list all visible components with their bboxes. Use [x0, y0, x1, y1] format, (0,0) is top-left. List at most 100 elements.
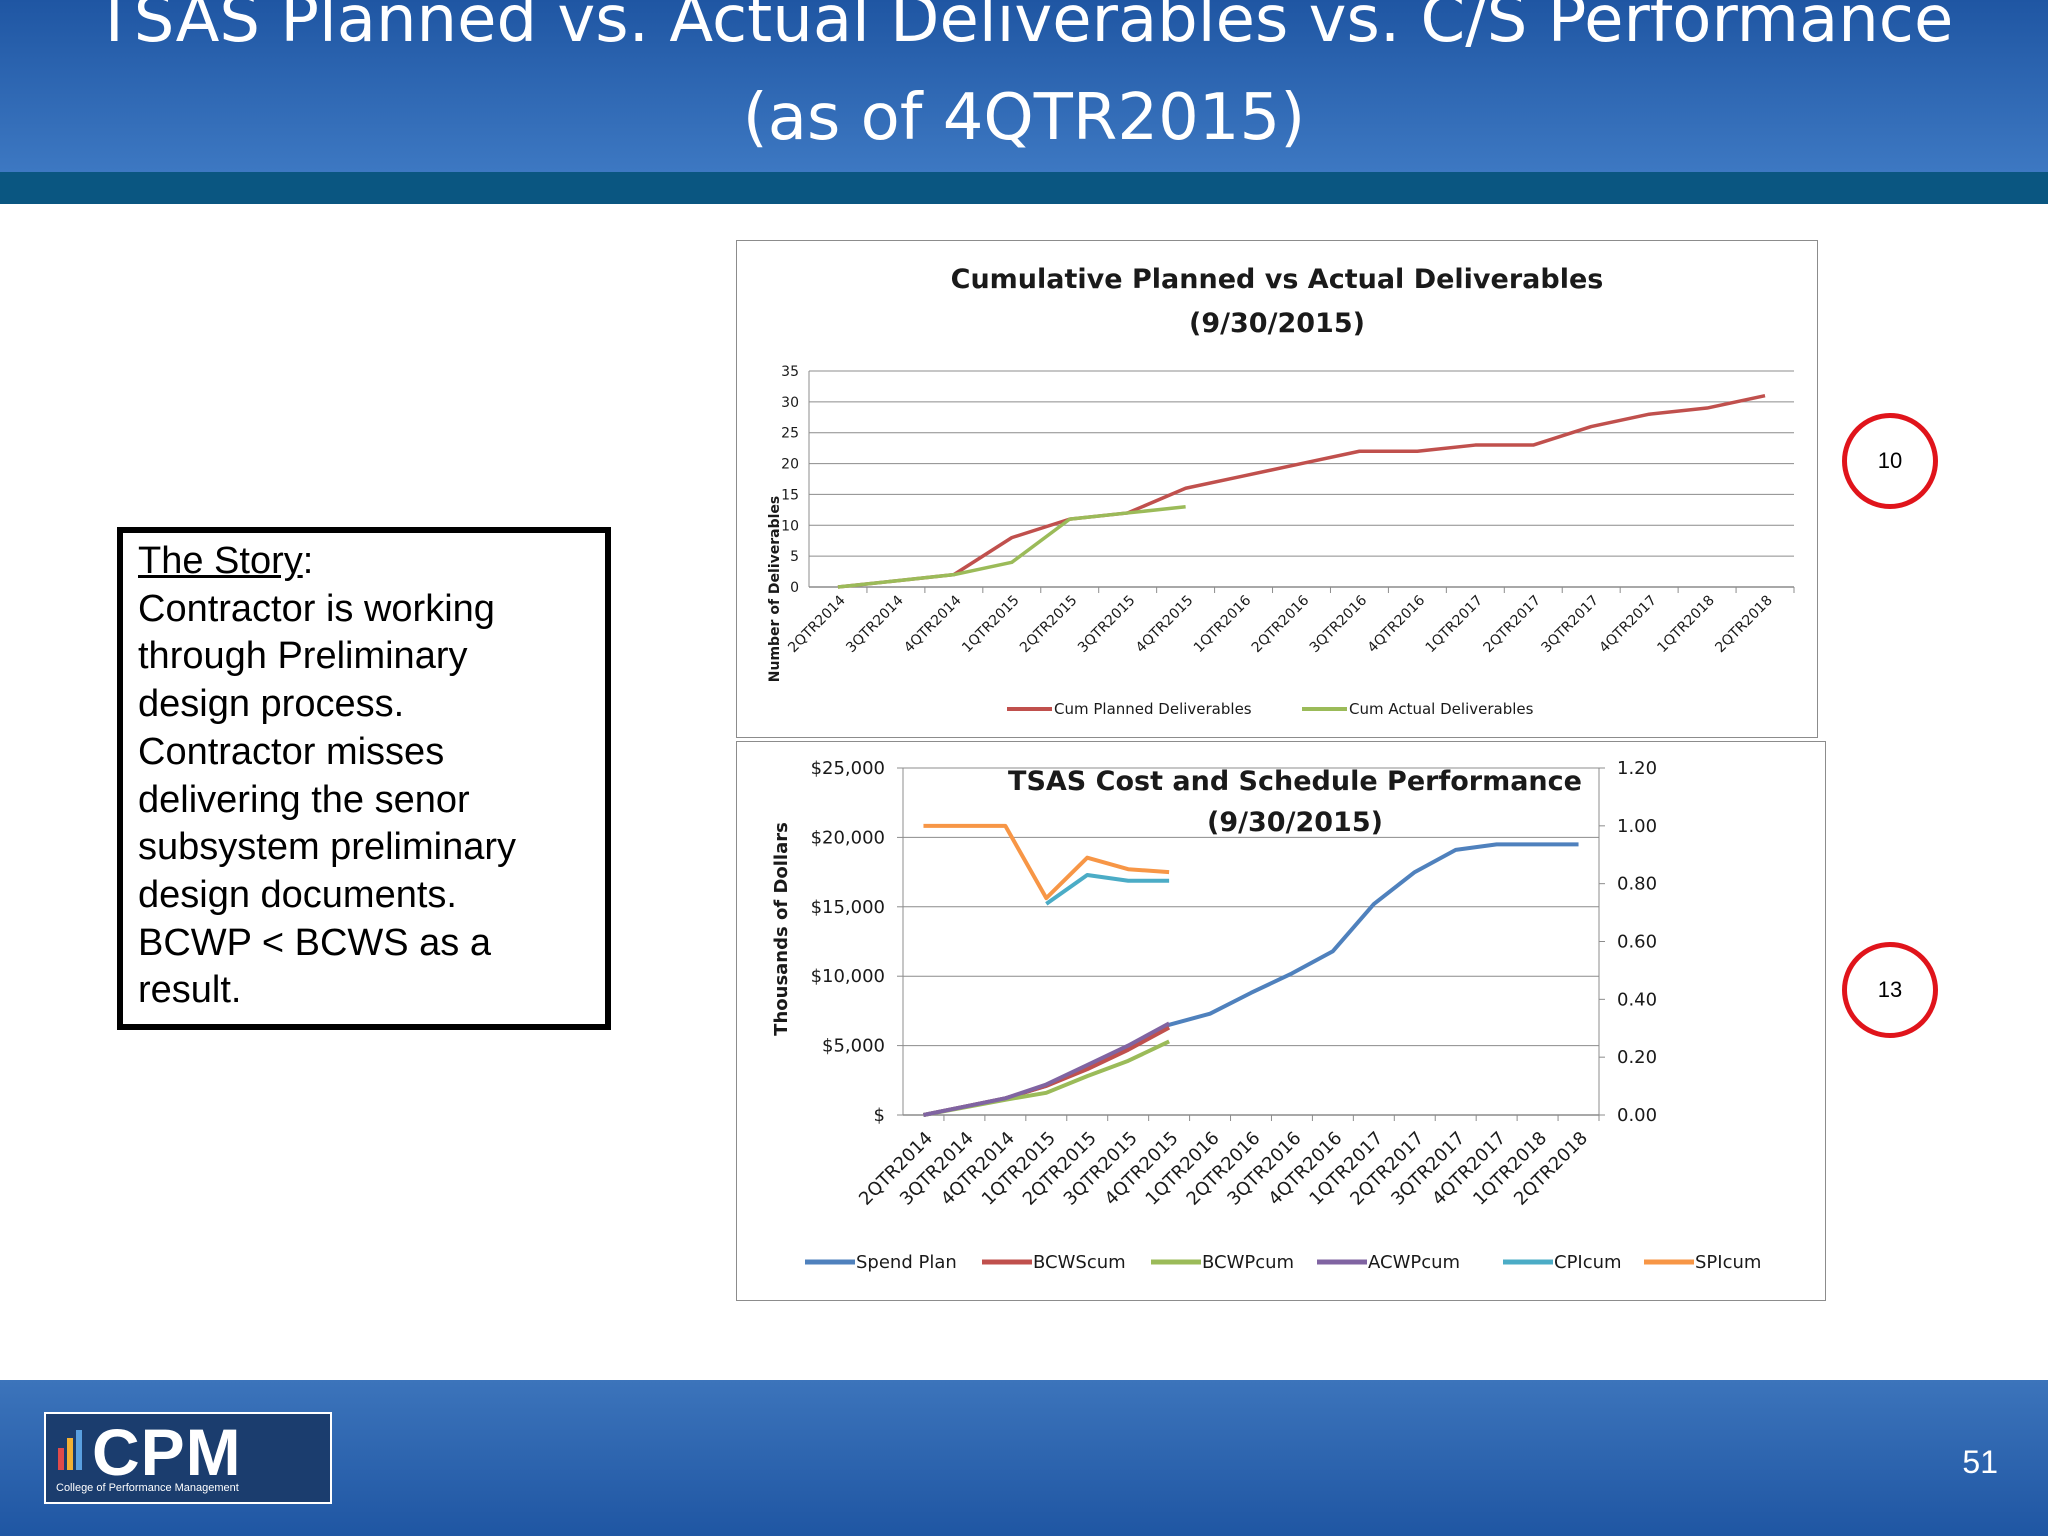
- chart2-y-tick-label: $10,000: [811, 966, 885, 987]
- story-line: subsystem preliminary: [138, 826, 516, 869]
- chart1-y-tick-label: 0: [790, 580, 799, 596]
- chart1-x-tick-labels: 2QTR20143QTR20144QTR20141QTR20152QTR2015…: [785, 592, 1776, 656]
- chart1-x-tick-label: 1QTR2018: [1654, 593, 1718, 657]
- chart1-legend: Cum Planned Deliverables Cum Actual Deliv…: [1007, 700, 1534, 718]
- chart2-title: TSAS Cost and Schedule Performance: [1008, 766, 1582, 797]
- header-band: [0, 172, 2048, 204]
- chart2-series-spend-plan: [923, 842, 1579, 1117]
- cost-schedule-chart: TSAS Cost and Schedule Performance (9/30…: [771, 758, 1761, 1273]
- chart1-x-tick-label: 3QTR2014: [843, 592, 907, 656]
- chart2-legend-label: BCWScum: [1033, 1252, 1126, 1273]
- chart1-legend-label: Cum Actual Deliverables: [1349, 700, 1534, 718]
- story-box: [117, 527, 611, 1030]
- cost-schedule-chart-panel: TSAS Cost and Schedule Performance (9/30…: [736, 741, 1826, 1301]
- logo-subtitle: College of Performance Management: [56, 1482, 239, 1494]
- chart2-series-lines: [923, 823, 1579, 1117]
- chart1-x-tick-label: 1QTR2015: [959, 593, 1023, 657]
- chart1-x-tick-label: 4QTR2017: [1596, 593, 1660, 657]
- chart1-y-tick-label: 10: [781, 518, 799, 534]
- chart1-ylabel: Number of Deliverables: [767, 496, 783, 682]
- chart1-x-tick-label: 3QTR2015: [1075, 593, 1139, 657]
- chart1-x-tick-label: 4QTR2014: [901, 592, 965, 656]
- page-number: 51: [1962, 1444, 1998, 1480]
- chart1-x-tick-label: 2QTR2015: [1017, 593, 1081, 657]
- story-line: Contractor misses: [138, 730, 445, 773]
- chart2-legend-label: SPIcum: [1695, 1252, 1761, 1273]
- chart2-y2-tick-label: 0.20: [1617, 1047, 1657, 1068]
- story-line: Contractor is working: [138, 587, 495, 630]
- story-colon: :: [302, 540, 314, 582]
- deliverables-chart-panel: Cumulative Planned vs Actual Deliverable…: [736, 240, 1818, 738]
- chart1-legend-label: Cum Planned Deliverables: [1054, 700, 1252, 718]
- chart2-y-tick-label: $5,000: [822, 1036, 885, 1057]
- cpm-logo: CPM College of Performance Management: [44, 1412, 332, 1504]
- chart2-series-spicum: [923, 823, 1170, 901]
- chart1-y-tick-label: 35: [781, 364, 799, 380]
- chart1-y-tick-label: 25: [781, 426, 799, 442]
- slide-header: [0, 0, 2048, 172]
- chart2-series-bcwpcum: [923, 1039, 1170, 1117]
- chart1-x-tick-label: 1QTR2016: [1191, 592, 1255, 656]
- chart1-series-lines: [837, 393, 1766, 589]
- chart2-gridlines: [897, 767, 1605, 1121]
- story-label: The Story: [138, 540, 303, 582]
- chart2-y-tick-label: $25,000: [811, 758, 885, 779]
- chart2-subtitle: (9/30/2015): [1207, 807, 1383, 838]
- chart1-y-tick-label: 30: [781, 395, 799, 411]
- chart1-x-tick-label: 4QTR2015: [1133, 593, 1197, 657]
- callout-circle-10: 10: [1842, 413, 1938, 509]
- story-line: through Preliminary: [138, 635, 468, 678]
- chart1-y-tick-labels: 0 5 10 15 20 25 30 35: [781, 364, 799, 596]
- slide-footer: [0, 1380, 2048, 1536]
- story-heading: The Story:: [138, 538, 578, 586]
- chart2-y-tick-label: $20,000: [811, 827, 885, 848]
- chart1-x-tick-label: 3QTR2017: [1539, 593, 1603, 657]
- chart2-legend-label: ACWPcum: [1368, 1252, 1460, 1273]
- chart2-y2-tick-label: 1.20: [1617, 758, 1657, 779]
- chart2-series-bcwscum: [923, 1025, 1171, 1117]
- chart1-x-tick-label: 2QTR2016: [1249, 592, 1313, 656]
- slide-title-line2: (as of 4QTR2015): [742, 81, 1306, 155]
- chart2-series-acwpcum: [923, 1021, 1171, 1117]
- chart1-series-cum-planned-deliverables: [837, 393, 1766, 589]
- chart1-x-tick-label: 1QTR2017: [1423, 593, 1487, 657]
- chart2-y-tick-label: $15,000: [811, 897, 885, 918]
- chart2-legend-label: Spend Plan: [856, 1252, 957, 1273]
- chart2-y-tick-labels: $ $5,000 $10,000 $15,000 $20,000 $25,000: [811, 758, 885, 1126]
- chart1-series-cum-actual-deliverables: [837, 505, 1186, 589]
- chart1-subtitle: (9/30/2015): [1189, 308, 1365, 339]
- story-line: design documents.: [138, 873, 457, 916]
- chart2-ylabel: Thousands of Dollars: [771, 822, 792, 1036]
- chart1-y-tick-label: 15: [781, 487, 799, 503]
- chart2-y2-tick-label: 0.40: [1617, 989, 1657, 1010]
- logo-bars-icon: [58, 1430, 82, 1470]
- chart2-y2-tick-label: 1.00: [1617, 816, 1657, 837]
- chart1-gridlines: [808, 370, 1795, 593]
- chart1-title: Cumulative Planned vs Actual Deliverable…: [951, 264, 1604, 295]
- chart2-legend: Spend Plan BCWScum BCWPcum ACWPcum CPIcum SPI…: [805, 1252, 1761, 1273]
- chart2-y2-tick-label: 0.80: [1617, 874, 1657, 895]
- chart2-y2-tick-label: 0.60: [1617, 932, 1657, 953]
- chart1-x-tick-label: 2QTR2017: [1481, 593, 1545, 657]
- chart1-x-tick-label: 3QTR2016: [1307, 592, 1371, 656]
- chart1-y-tick-label: 20: [781, 457, 799, 473]
- story-line: design process.: [138, 683, 405, 726]
- chart1-y-tick-label: 5: [790, 549, 799, 565]
- callout-circle-13: 13: [1842, 942, 1938, 1038]
- story-line: delivering the senor: [138, 778, 470, 821]
- chart2-legend-label: CPIcum: [1554, 1252, 1622, 1273]
- chart2-y2-tick-label: 0.00: [1617, 1105, 1657, 1126]
- chart2-series-cpicum: [1045, 872, 1170, 906]
- logo-text: CPM: [92, 1415, 242, 1489]
- chart1-x-tick-label: 4QTR2016: [1365, 592, 1429, 656]
- chart1-x-tick-label: 2QTR2018: [1712, 593, 1776, 657]
- story-line: result.: [138, 969, 242, 1012]
- chart1-x-tick-label: 2QTR2014: [785, 592, 849, 656]
- story-text: The Story: Contractor is working through…: [138, 538, 578, 1015]
- chart2-x-tick-labels: 2QTR20143QTR20144QTR20141QTR20152QTR2015…: [855, 1128, 1592, 1210]
- deliverables-chart: Cumulative Planned vs Actual Deliverable…: [767, 264, 1795, 718]
- chart2-legend-label: BCWPcum: [1202, 1252, 1294, 1273]
- chart2-y2-tick-labels: 0.00 0.20 0.40 0.60 0.80 1.00 1.20: [1617, 758, 1657, 1126]
- story-line: BCWP < BCWS as a: [138, 921, 492, 964]
- slide-title-line1: TSAS Planned vs. Actual Deliverables vs.…: [94, 0, 1954, 57]
